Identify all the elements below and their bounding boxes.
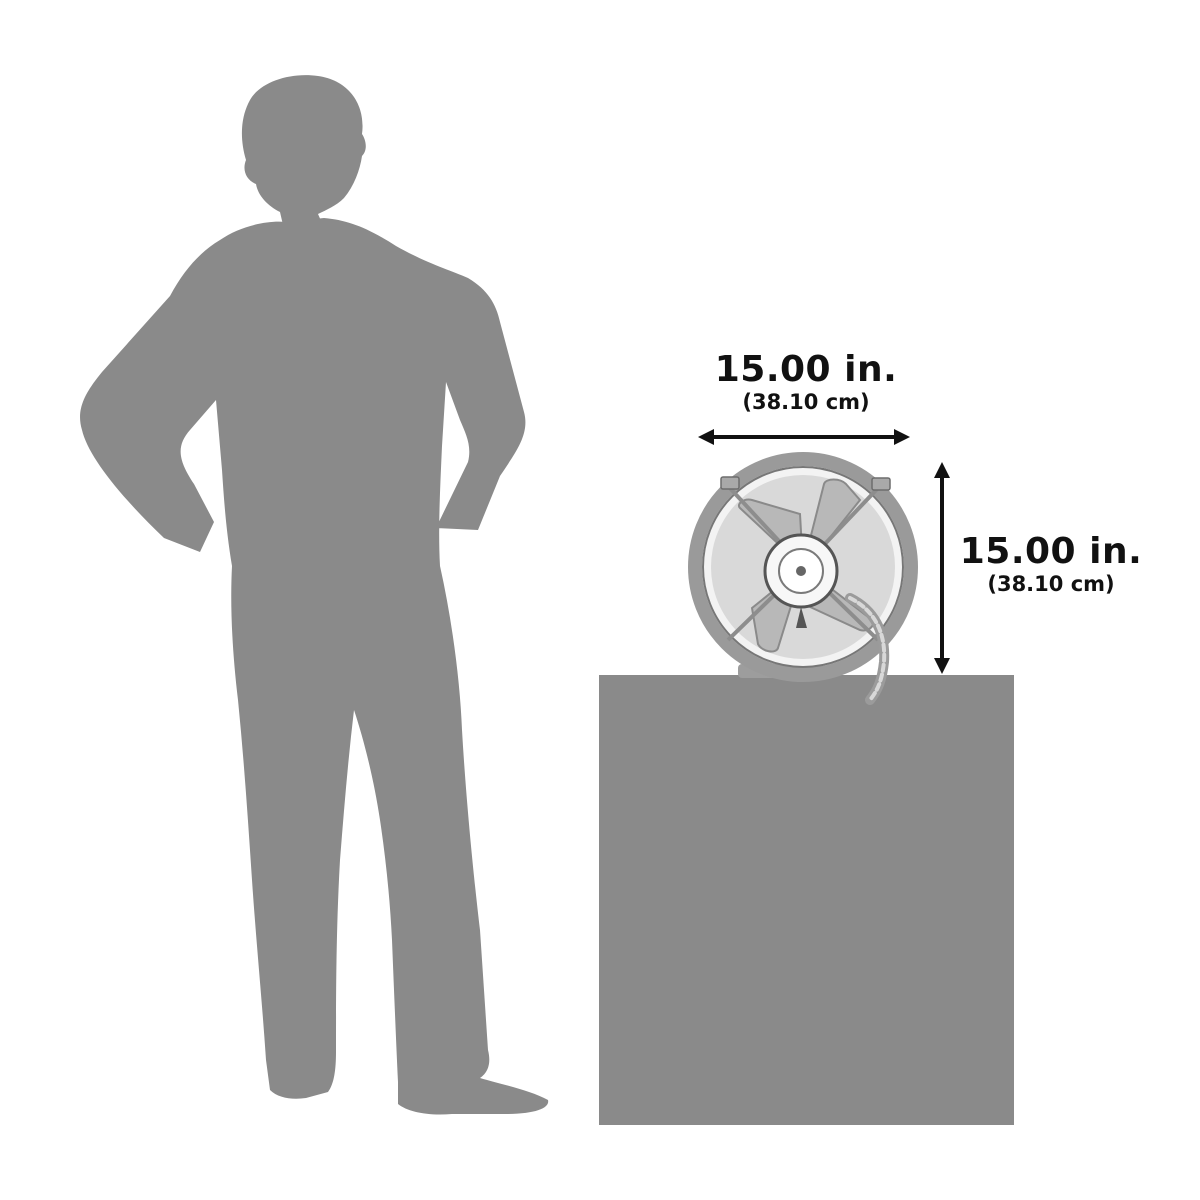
width-dimension-arrow (698, 429, 910, 445)
height-primary-text: 15.00 in. (959, 531, 1143, 572)
height-dimension-label: 15.00 in. (38.10 cm) (928, 534, 1174, 595)
pedestal-block (599, 675, 1014, 1125)
person-silhouette-icon (80, 75, 549, 1115)
width-secondary-text: (38.10 cm) (742, 390, 870, 414)
width-dimension-label: 15.00 in. (38.10 cm) (676, 352, 936, 413)
width-primary-text: 15.00 in. (714, 349, 898, 390)
height-dimension-arrow (934, 462, 950, 674)
height-secondary-text: (38.10 cm) (987, 572, 1115, 596)
gable-attic-fan-icon (688, 452, 918, 705)
